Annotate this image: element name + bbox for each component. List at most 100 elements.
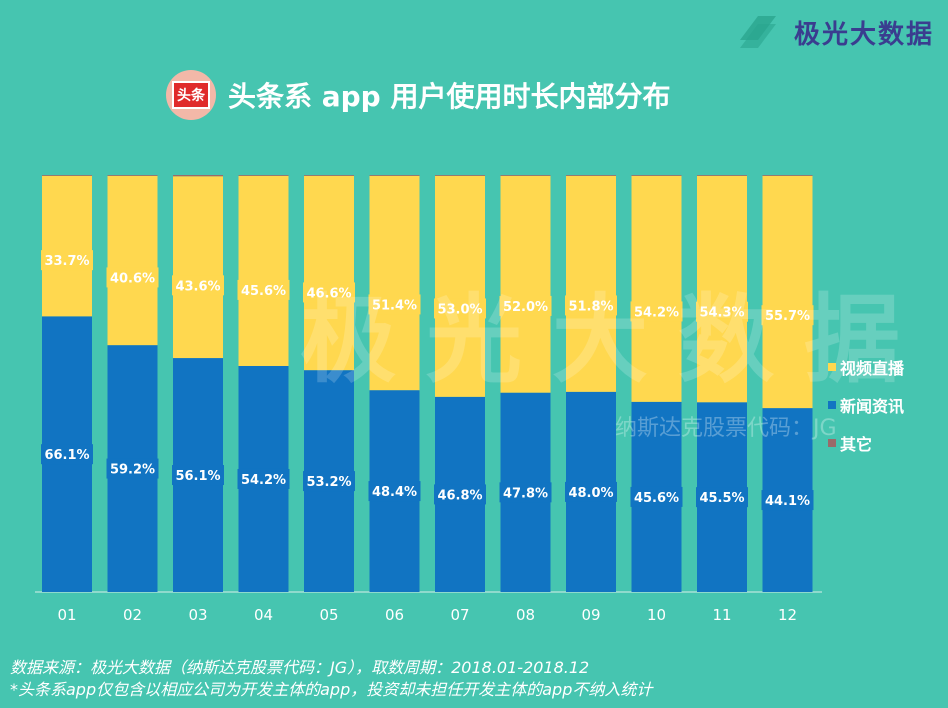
data-label: 59.2%: [110, 463, 155, 478]
data-label-bg: [696, 301, 748, 322]
data-label-bg: [630, 301, 683, 322]
data-label: 43.6%: [175, 279, 220, 294]
chart-title: 头条系 app 用户使用时长内部分布: [228, 80, 671, 113]
data-label-bg: [368, 481, 421, 502]
data-label-bg: [434, 298, 486, 319]
bar-video: [500, 175, 551, 393]
bar-other: [500, 175, 551, 176]
x-tick-label: 11: [712, 606, 731, 624]
data-source: 数据来源：极光大数据（纳斯达克股票代码：JG），取数周期：2018.01-201…: [10, 658, 590, 677]
data-label: 54.2%: [634, 305, 679, 320]
data-label: 53.2%: [306, 475, 351, 490]
bar-video: [762, 175, 813, 409]
data-label-bg: [565, 481, 617, 502]
toutiao-logo-icon: 头条: [166, 70, 216, 120]
legend-swatch: [828, 363, 836, 371]
bar-other: [762, 175, 813, 176]
legend-item-video: 视频直播: [828, 348, 904, 386]
data-label-bg: [106, 267, 159, 288]
data-label-bg: [761, 305, 814, 326]
bar-other: [304, 175, 354, 176]
bar-video: [631, 175, 682, 402]
legend-label: 视频直播: [840, 359, 905, 378]
brand-icon: [739, 16, 776, 48]
data-label: 48.4%: [372, 485, 417, 500]
data-label-bg: [434, 484, 486, 505]
data-label-bg: [41, 250, 93, 271]
bar-video: [697, 175, 747, 403]
bar-other: [369, 175, 420, 176]
data-label: 48.0%: [568, 486, 613, 501]
x-tick-label: 02: [123, 606, 142, 624]
data-label: 54.2%: [241, 473, 286, 488]
data-label: 47.8%: [503, 486, 548, 501]
legend-label: 其它: [840, 435, 873, 454]
x-tick-label: 05: [319, 606, 338, 624]
data-label-bg: [303, 471, 355, 492]
data-label: 56.1%: [175, 469, 220, 484]
legend-label: 新闻资讯: [840, 397, 905, 416]
chart-header: 头条 头条系 app 用户使用时长内部分布: [166, 70, 670, 120]
bar-other: [173, 175, 223, 177]
data-label: 45.6%: [634, 491, 679, 506]
bar-other: [631, 175, 682, 176]
data-label: 55.7%: [765, 309, 810, 324]
data-label-bg: [237, 468, 290, 489]
data-label: 33.7%: [44, 254, 89, 269]
data-label: 46.6%: [306, 286, 351, 301]
bar-video: [238, 175, 289, 366]
data-label: 66.1%: [44, 448, 89, 463]
data-label: 51.8%: [568, 299, 613, 314]
data-label-bg: [368, 294, 421, 315]
bar-video: [369, 175, 420, 391]
app-logo-text: 头条: [172, 81, 210, 109]
data-label: 45.5%: [699, 491, 744, 506]
bar-video: [304, 175, 354, 371]
legend-swatch: [828, 401, 836, 409]
bar-other: [238, 175, 289, 176]
data-label: 45.6%: [241, 284, 286, 299]
legend-swatch: [828, 439, 836, 447]
data-label-bg: [172, 465, 224, 486]
data-label-bg: [696, 487, 748, 508]
data-label-bg: [499, 295, 552, 316]
x-tick-label: 09: [581, 606, 600, 624]
data-label: 46.8%: [437, 488, 482, 503]
data-label-bg: [237, 279, 290, 300]
brand-logo: 极光大数据: [732, 10, 934, 54]
x-tick-label: 10: [647, 606, 666, 624]
legend: 视频直播 新闻资讯 其它: [828, 348, 904, 462]
x-tick-label: 04: [254, 606, 273, 624]
data-label-bg: [761, 490, 814, 511]
footnote: *头条系app仅包含以相应公司为开发主体的app，投资却未担任开发主体的app不…: [10, 680, 653, 699]
data-label: 54.3%: [699, 306, 744, 321]
data-label: 53.0%: [437, 302, 482, 317]
bar-video: [107, 175, 158, 346]
data-label: 44.1%: [765, 494, 810, 509]
x-tick-label: 03: [188, 606, 207, 624]
data-label-bg: [565, 295, 617, 316]
bar-other: [566, 175, 616, 176]
data-label-bg: [499, 482, 552, 503]
x-tick-label: 06: [385, 606, 404, 624]
data-label: 40.6%: [110, 271, 155, 286]
bar-other: [107, 175, 158, 176]
bar-video: [435, 175, 485, 397]
bar-other: [435, 175, 485, 176]
bar-video: [173, 176, 223, 359]
legend-item-news: 新闻资讯: [828, 386, 904, 424]
bar-video: [42, 175, 92, 317]
x-tick-label: 01: [57, 606, 76, 624]
data-label-bg: [303, 282, 355, 303]
data-label: 52.0%: [503, 300, 548, 315]
x-tick-label: 12: [778, 606, 797, 624]
x-tick-label: 07: [450, 606, 469, 624]
bar-other: [697, 175, 747, 176]
data-label: 51.4%: [372, 298, 417, 313]
bar-other: [42, 175, 92, 176]
brand-name: 极光大数据: [793, 19, 934, 50]
data-label-bg: [41, 444, 93, 465]
legend-item-other: 其它: [828, 424, 904, 462]
x-tick-label: 08: [516, 606, 535, 624]
